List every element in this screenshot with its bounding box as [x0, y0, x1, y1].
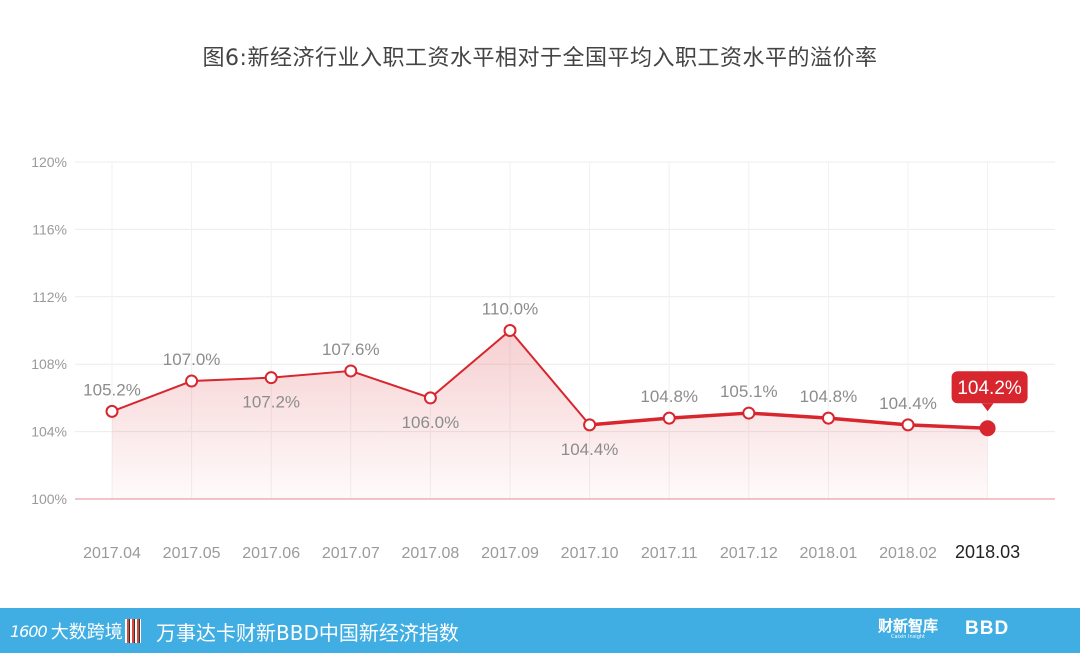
x-tick-label: 2017.12 [720, 545, 778, 562]
y-tick-label: 104% [31, 424, 67, 440]
x-tick-label: 2017.11 [641, 545, 698, 562]
series-line-segment [906, 423, 990, 430]
data-label: 105.1% [720, 382, 778, 401]
series-line-segment [667, 411, 751, 420]
highlight-point [979, 420, 996, 437]
x-tick-label: 2017.09 [481, 545, 539, 562]
data-label: 104.4% [561, 440, 619, 459]
data-label: 105.2% [83, 380, 141, 399]
series-line-segment [587, 416, 671, 427]
data-point [901, 418, 915, 432]
highlight-callout-box [951, 371, 1028, 404]
index-name: 万事达卡财新BBD中国新经济指数 [156, 621, 459, 645]
data-label: 107.6% [322, 340, 380, 359]
series-line-segment [509, 329, 591, 426]
data-label: 104.4% [879, 394, 937, 413]
highlight-callout-pointer [981, 403, 994, 412]
data-point [264, 371, 278, 385]
y-tick-label: 120% [31, 154, 67, 170]
x-tick-label: 2018.03 [955, 542, 1020, 562]
x-tick-label: 2017.04 [83, 545, 141, 562]
x-tick-label: 2018.01 [799, 545, 857, 562]
qr-code-icon [124, 619, 141, 643]
x-tick-label: 2017.06 [242, 545, 300, 562]
series-area [112, 330, 988, 499]
y-tick-label: 108% [31, 356, 67, 372]
line-chart: 100% 104% 108% 112% 116% 120% 2017.04 2017.05 20… [31, 154, 1055, 562]
series-line-segment [826, 416, 910, 427]
data-point [821, 411, 835, 425]
brand-logo: 1600 大数跨境 [10, 618, 143, 644]
series-line-segment [270, 369, 352, 379]
data-point [742, 406, 756, 420]
x-tick-label: 2017.08 [401, 545, 459, 562]
series-line-segment [747, 411, 831, 420]
data-label: 107.2% [242, 393, 300, 412]
series-line-segment [190, 376, 273, 383]
y-tick-label: 112% [32, 289, 67, 305]
series-line-segment [349, 369, 432, 399]
data-point [503, 324, 517, 337]
x-tick-label: 2017.10 [561, 545, 619, 562]
data-label-highlight: 104.2% [957, 378, 1022, 399]
footer-bar: 1600 大数跨境 万事达卡财新BBD中国新经济指数 财新智库 Caixin I… [0, 608, 1080, 653]
data-point [583, 418, 597, 432]
y-tick-label: 116% [32, 221, 67, 237]
data-point [662, 411, 676, 425]
caixin-insight-name: 财新智库 [878, 617, 939, 635]
x-tick-label: 2017.05 [163, 545, 221, 562]
data-label: 106.0% [402, 413, 460, 432]
data-point [185, 374, 199, 388]
series-line-segment [429, 329, 511, 399]
caixin-insight-subtitle: Caixin Insight [891, 634, 925, 640]
series-line-segment [111, 380, 193, 413]
data-label: 104.8% [640, 387, 698, 406]
logo-mark-icon: 1600 [10, 621, 48, 641]
data-label: 107.0% [163, 350, 221, 369]
data-label: 110.0% [482, 300, 538, 319]
y-tick-label: 100% [31, 491, 67, 507]
data-point [344, 364, 358, 378]
x-tick-label: 2017.07 [322, 545, 380, 562]
x-tick-label: 2018.02 [879, 545, 937, 562]
caixin-insight-logo: 财新智库 Caixin Insight [878, 618, 938, 640]
data-label: 104.8% [800, 387, 858, 406]
data-point [105, 404, 119, 418]
bbd-logo: BBD [965, 618, 1010, 639]
brand-name: 大数跨境 [50, 622, 123, 643]
chart-title: 图6:新经济行业入职工资水平相对于全国平均入职工资水平的溢价率 [202, 46, 878, 71]
data-point [423, 391, 437, 405]
